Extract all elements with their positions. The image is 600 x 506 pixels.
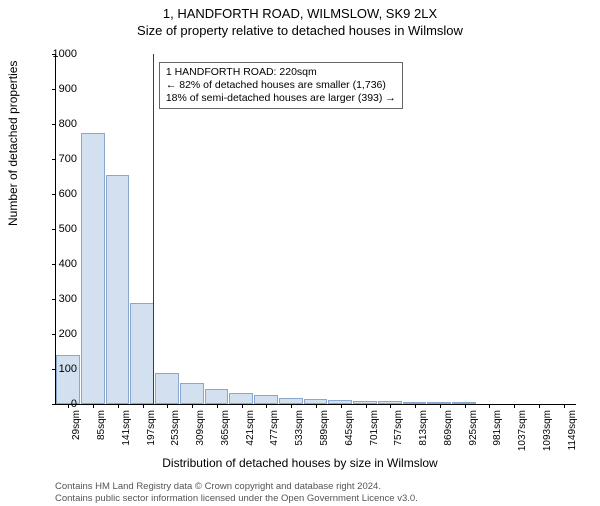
x-tick-label: 421sqm	[245, 410, 256, 446]
y-tick-label: 1000	[47, 48, 77, 60]
x-tick-label: 1093sqm	[542, 410, 553, 451]
y-tick-label: 700	[47, 153, 77, 165]
x-tick-label: 757sqm	[393, 410, 404, 446]
x-tick-label: 85sqm	[96, 410, 107, 440]
chart-area: 29sqm85sqm141sqm197sqm253sqm309sqm365sqm…	[55, 54, 575, 404]
x-tick-label: 477sqm	[269, 410, 280, 446]
annotation-box: 1 HANDFORTH ROAD: 220sqm← 82% of detache…	[159, 62, 403, 109]
plot: 29sqm85sqm141sqm197sqm253sqm309sqm365sqm…	[55, 54, 576, 405]
footer-line-1: Contains HM Land Registry data © Crown c…	[55, 481, 418, 492]
y-tick-label: 600	[47, 188, 77, 200]
bar	[254, 395, 278, 404]
bar	[130, 303, 154, 405]
y-tick-label: 0	[47, 398, 77, 410]
footer: Contains HM Land Registry data © Crown c…	[55, 481, 418, 504]
x-tick-label: 813sqm	[418, 410, 429, 446]
bar	[106, 175, 130, 404]
x-tick-label: 925sqm	[468, 410, 479, 446]
y-tick-label: 800	[47, 118, 77, 130]
bar	[155, 373, 179, 405]
title-main: 1, HANDFORTH ROAD, WILMSLOW, SK9 2LX	[0, 6, 600, 21]
x-tick-label: 589sqm	[319, 410, 330, 446]
x-tick-label: 141sqm	[121, 410, 132, 446]
y-axis-label: Number of detached properties	[6, 61, 20, 226]
y-tick-label: 200	[47, 328, 77, 340]
x-tick-label: 197sqm	[146, 410, 157, 446]
x-tick-label: 869sqm	[443, 410, 454, 446]
annotation-line-3: 18% of semi-detached houses are larger (…	[166, 92, 396, 105]
y-tick-label: 400	[47, 258, 77, 270]
x-tick-label: 365sqm	[220, 410, 231, 446]
x-tick-label: 701sqm	[369, 410, 380, 446]
y-tick-label: 100	[47, 363, 77, 375]
bar	[205, 389, 229, 404]
annotation-line-2: ← 82% of detached houses are smaller (1,…	[166, 79, 396, 92]
x-tick-label: 309sqm	[195, 410, 206, 446]
x-tick-label: 645sqm	[344, 410, 355, 446]
x-axis-label: Distribution of detached houses by size …	[0, 456, 600, 470]
bar	[81, 133, 105, 404]
title-sub: Size of property relative to detached ho…	[0, 23, 600, 38]
x-tick-label: 253sqm	[170, 410, 181, 446]
x-tick-label: 1149sqm	[567, 410, 578, 450]
footer-line-2: Contains public sector information licen…	[55, 493, 418, 504]
x-tick-label: 1037sqm	[517, 410, 528, 451]
y-tick-label: 300	[47, 293, 77, 305]
x-tick-label: 533sqm	[294, 410, 305, 446]
annotation-line-1: 1 HANDFORTH ROAD: 220sqm	[166, 66, 396, 79]
x-tick-label: 29sqm	[71, 410, 82, 440]
x-tick-label: 981sqm	[492, 410, 503, 446]
bar	[180, 383, 204, 404]
y-tick-label: 900	[47, 83, 77, 95]
reference-line	[153, 54, 154, 404]
bar	[229, 393, 253, 404]
y-tick-label: 500	[47, 223, 77, 235]
